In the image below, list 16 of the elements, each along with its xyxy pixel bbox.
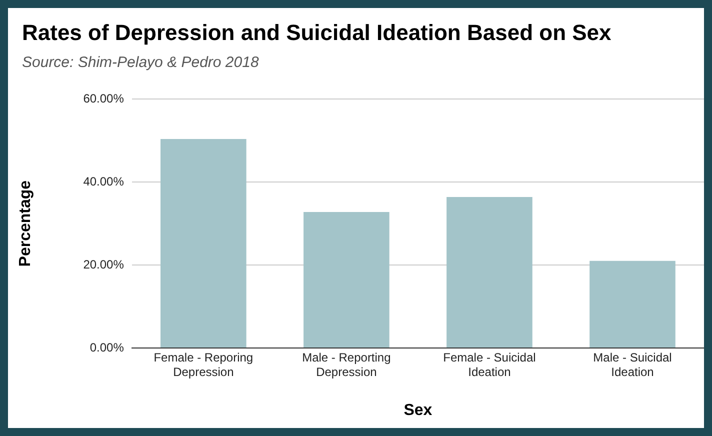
y-tick-label: 40.00% [83, 174, 124, 188]
x-tick-label: Male - Suicidal Ideation [593, 350, 672, 379]
x-tick-label: Male - Reporting Depression [302, 350, 391, 379]
y-tick-label: 60.00% [83, 92, 124, 106]
chart-subtitle: Source: Shim-Pelayo & Pedro 2018 [22, 54, 259, 71]
bar [446, 197, 532, 348]
y-tick-label: 0.00% [90, 340, 124, 354]
chart-title: Rates of Depression and Suicidal Ideation Based on Sex [22, 20, 612, 46]
x-tick-label: Female - Suicidal Ideation [443, 350, 536, 379]
bar [590, 260, 676, 348]
bar [304, 212, 390, 348]
x-tick-label: Female - Reporing Depression [154, 350, 254, 379]
y-tick-label: 20.00% [83, 257, 124, 272]
x-axis-title: Sex [404, 402, 432, 419]
y-axis-title: Percentage [17, 180, 34, 267]
bar [160, 139, 246, 348]
